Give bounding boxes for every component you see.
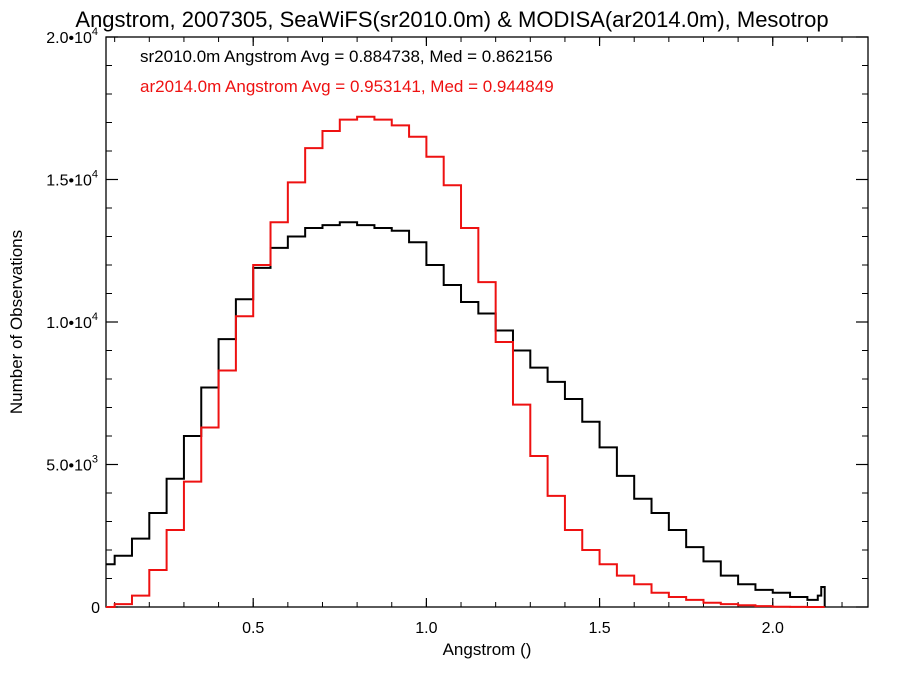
series-ar2014-line	[106, 115, 825, 608]
y-axis-label: Number of Observations	[7, 230, 26, 414]
y-tick-mantissa: 1.5•10	[46, 173, 92, 190]
x-tick-label: 1.0	[415, 620, 437, 637]
y-tick-exponent: 4	[92, 26, 98, 38]
x-axis: 0.5 1.0 1.5 2.0	[114, 37, 843, 637]
plot-frame	[105, 36, 869, 608]
annotation-sr2010: sr2010.0m Angstrom Avg = 0.884738, Med =…	[140, 47, 553, 66]
y-tick-mantissa: 2.0•10	[46, 30, 92, 47]
y-tick-label: 1.0•104	[46, 311, 98, 332]
y-tick-label: 0	[91, 600, 100, 617]
y-tick-label: 5.0•103	[46, 454, 98, 475]
y-tick-label: 1.5•104	[46, 169, 98, 190]
x-tick-label: 0.5	[242, 620, 264, 637]
x-tick-label: 1.5	[588, 620, 610, 637]
y-tick-exponent: 3	[92, 454, 98, 466]
x-axis-label: Angstrom ()	[443, 640, 532, 659]
y-tick-label: 2.0•104	[46, 26, 98, 47]
y-tick-exponent: 4	[92, 311, 98, 323]
series-sr2010-line	[106, 221, 826, 607]
series-layer	[106, 115, 826, 608]
annotation-ar2014: ar2014.0m Angstrom Avg = 0.953141, Med =…	[140, 77, 554, 96]
y-tick-mantissa: 5.0•10	[46, 458, 92, 475]
y-tick-mantissa: 0	[91, 600, 100, 617]
y-tick-mantissa: 1.0•10	[46, 315, 92, 332]
y-tick-exponent: 4	[92, 169, 98, 181]
x-tick-label: 2.0	[762, 620, 784, 637]
chart-title: Angstrom, 2007305, SeaWiFS(sr2010.0m) & …	[75, 7, 828, 32]
